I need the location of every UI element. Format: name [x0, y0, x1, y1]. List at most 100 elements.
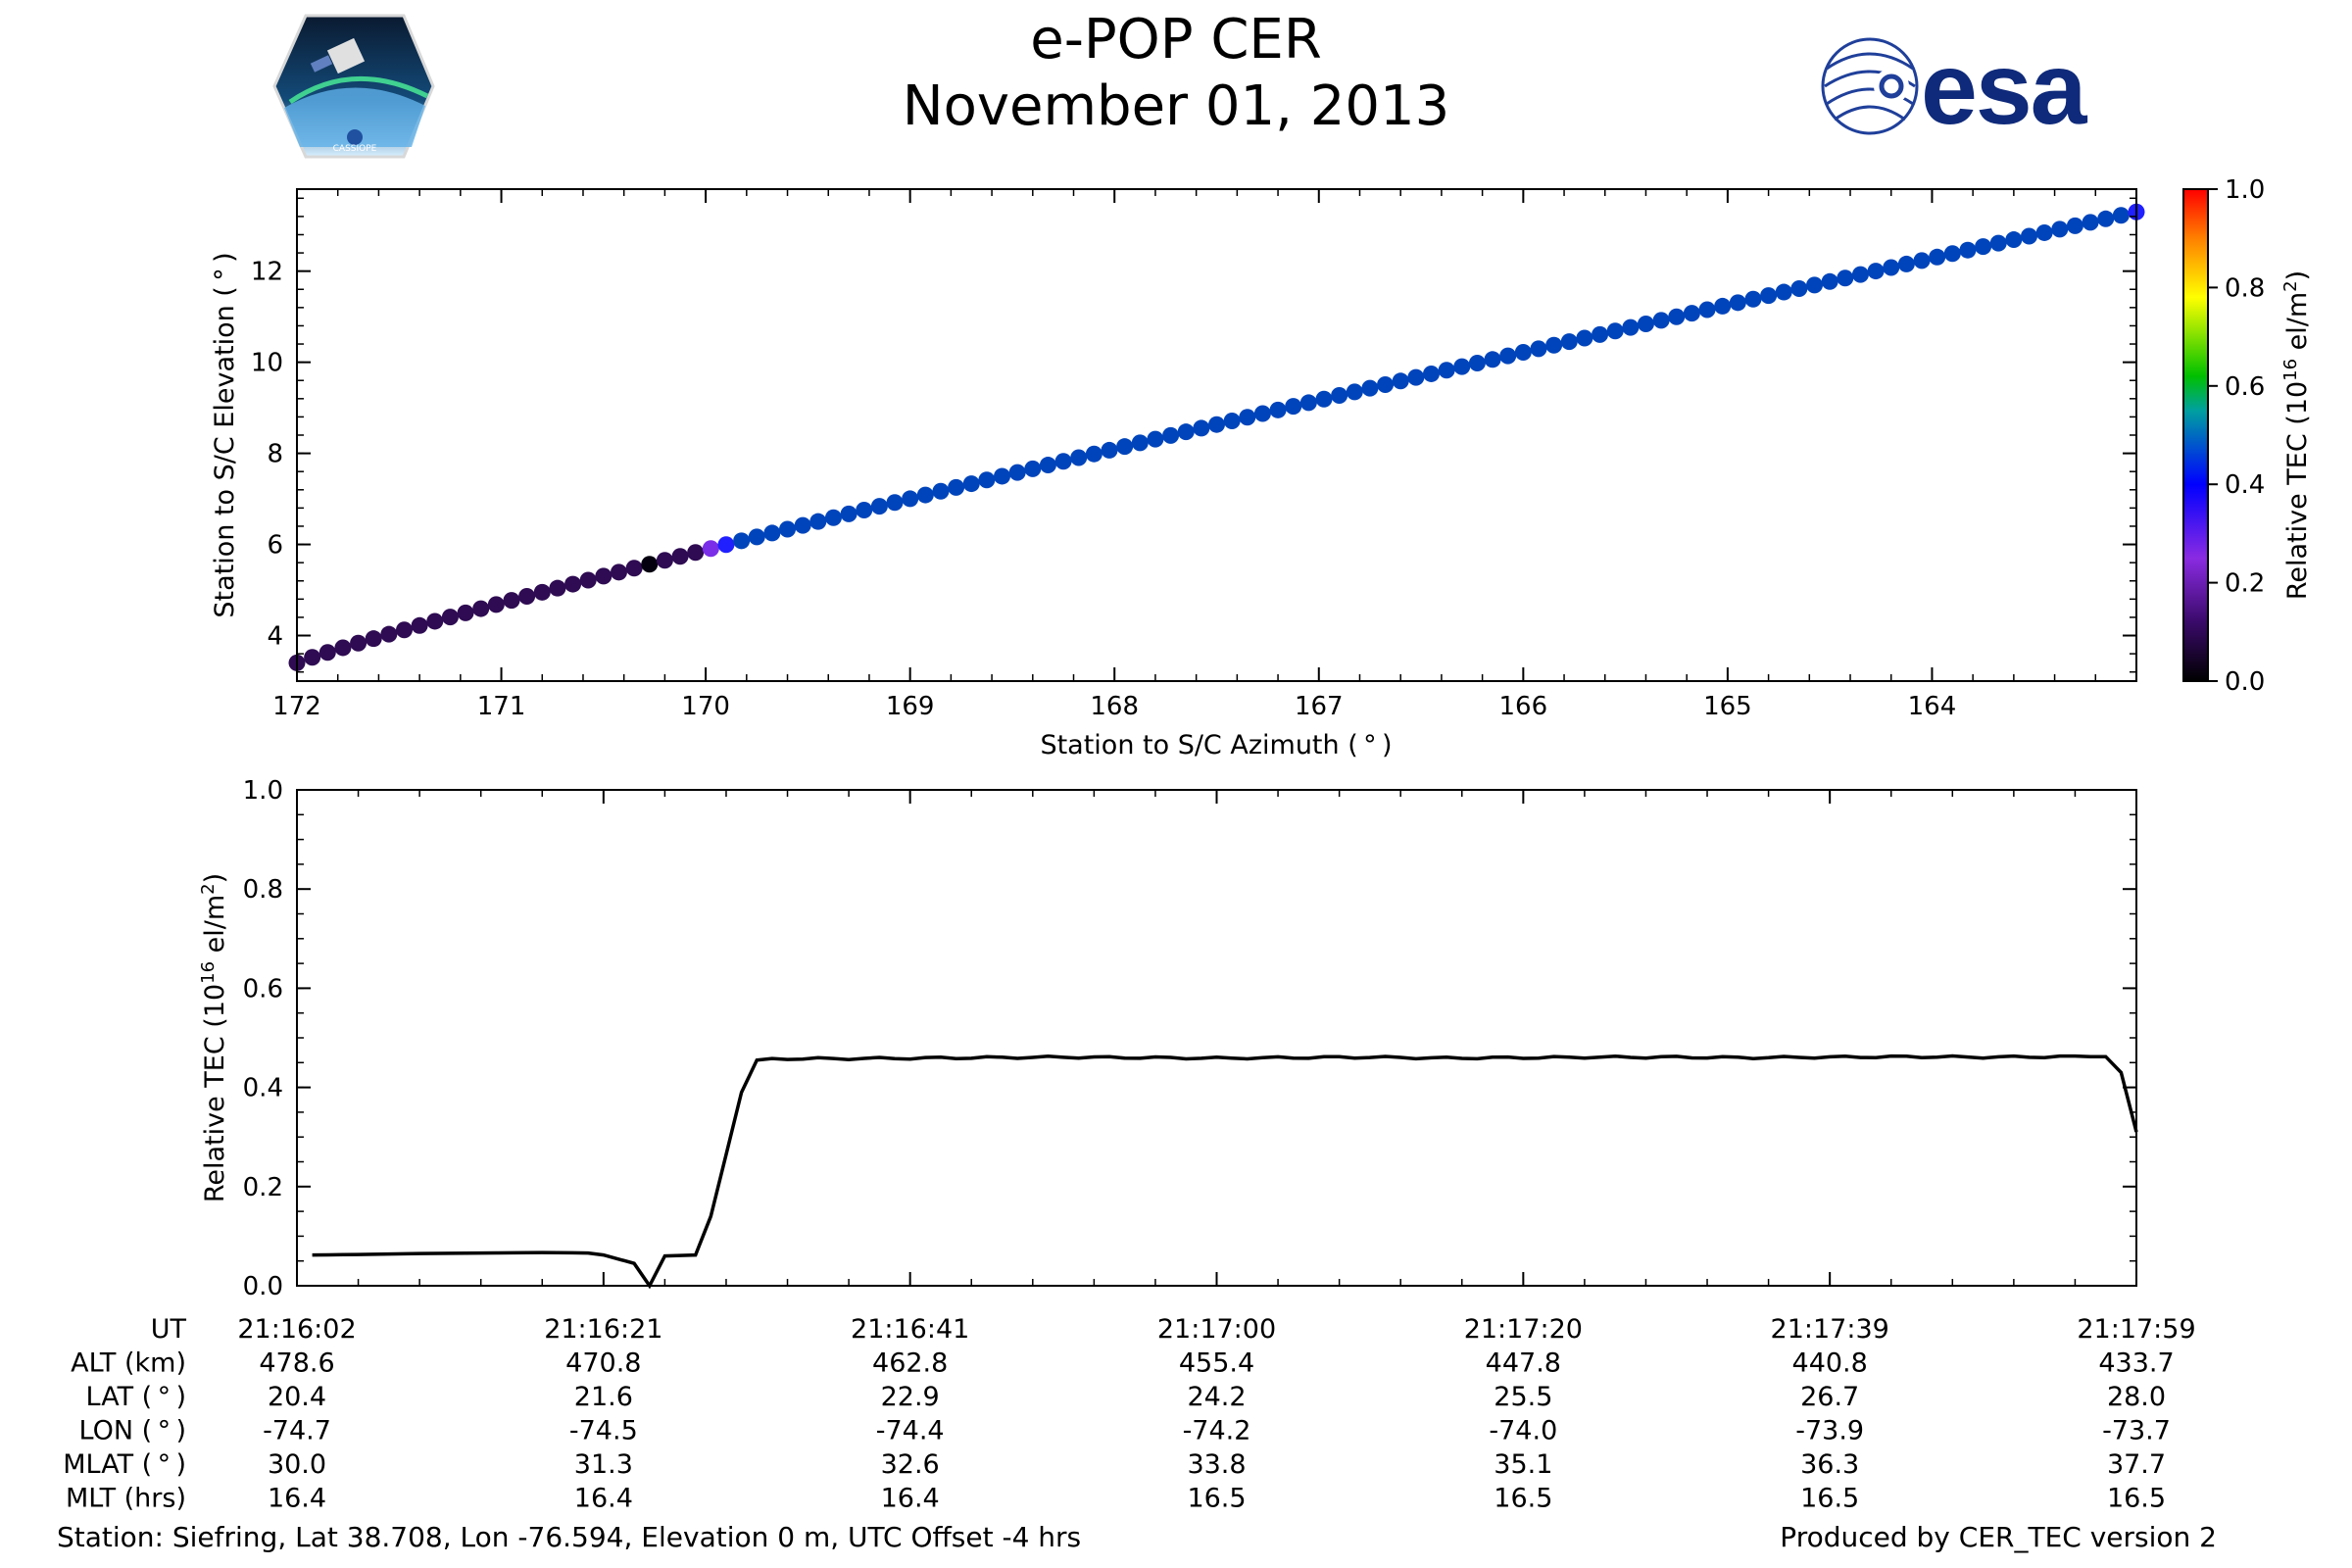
scatter-point — [948, 478, 965, 496]
table-cell: -74.2 — [1183, 1416, 1251, 1446]
scatter-point — [1422, 365, 1440, 382]
scatter-point — [717, 536, 735, 554]
scatter-xlabel: Station to S/C Azimuth ( ° ) — [1040, 730, 1392, 760]
scatter-x-tick-label: 170 — [681, 692, 730, 721]
elevation-azimuth-panel: 172 171 170 169 168 167 166 165 164 4 6 8 10 12 Stat… — [210, 188, 2145, 760]
scatter-point — [870, 498, 888, 515]
esa-logo-emblem — [1821, 37, 1919, 135]
scatter-point — [1392, 372, 1409, 390]
scatter-y-tick-label: 10 — [251, 349, 283, 378]
line-y-tick-label: 0.2 — [243, 1173, 283, 1202]
table-cell: 22.9 — [881, 1382, 940, 1412]
scatter-point — [1499, 347, 1517, 365]
table-cell: 32.6 — [881, 1449, 940, 1480]
scatter-point — [503, 592, 520, 610]
scatter-point — [1269, 401, 1287, 418]
table-cell: 30.0 — [268, 1449, 326, 1480]
scatter-point — [549, 579, 566, 597]
scatter-point — [395, 621, 413, 639]
esa-logo-text: esa — [1921, 32, 2087, 146]
scatter-point — [1177, 423, 1195, 441]
scatter-point — [1162, 426, 1180, 444]
scatter-point — [794, 516, 811, 534]
scatter-point — [1116, 438, 1134, 456]
scatter-point — [2066, 217, 2083, 234]
scatter-point — [1147, 430, 1164, 448]
scatter-point — [1637, 315, 1654, 332]
scatter-point — [1683, 305, 1700, 322]
producer-info: Produced by CER_TEC version 2 — [1780, 1521, 2217, 1553]
scatter-x-tick-label: 167 — [1295, 692, 1344, 721]
line-ylabel: Relative TEC (1016 el/m2) — [198, 873, 230, 1202]
table-cell: 16.5 — [1187, 1484, 1246, 1514]
scatter-point — [856, 502, 873, 519]
scatter-point — [2051, 220, 2069, 238]
scatter-point — [1837, 270, 1854, 287]
table-row-label: MLT (hrs) — [66, 1484, 186, 1514]
scatter-point — [641, 556, 659, 573]
scatter-y-tick-label: 8 — [267, 440, 283, 469]
colorbar-tick-label: 0.4 — [2225, 470, 2265, 500]
scatter-point — [1054, 453, 1072, 470]
scatter-point — [1407, 368, 1425, 386]
scatter-point — [579, 571, 597, 589]
scatter-point — [779, 520, 797, 538]
scatter-point — [1514, 344, 1532, 362]
table-cell: 440.8 — [1792, 1348, 1868, 1379]
scatter-point — [2035, 223, 2053, 241]
scatter-point — [1193, 419, 1210, 437]
scatter-point — [840, 505, 858, 522]
scatter-point — [824, 509, 842, 526]
scatter-point — [1943, 245, 1961, 263]
table-cell: 33.8 — [1187, 1449, 1246, 1480]
cassiope-logo-text: CASSIOPE — [333, 144, 377, 154]
scatter-point — [1714, 297, 1732, 315]
scatter-point — [1468, 354, 1486, 371]
scatter-x-tick-label: 172 — [272, 692, 321, 721]
scatter-point — [1622, 318, 1640, 336]
scatter-point — [1131, 434, 1149, 452]
tec-series-line — [312, 1054, 2138, 1290]
scatter-point — [2082, 214, 2099, 231]
scatter-point — [1606, 322, 1624, 340]
scatter-point — [1346, 383, 1363, 401]
scatter-plot-frame — [296, 188, 2137, 682]
scatter-point — [2097, 210, 2115, 227]
scatter-point — [1377, 375, 1395, 393]
line-y-tick-label: 0.8 — [243, 875, 283, 905]
scatter-point — [304, 649, 321, 666]
table-row-label: LON ( ° ) — [79, 1416, 186, 1446]
scatter-point — [1331, 387, 1348, 405]
table-cell: 20.4 — [268, 1382, 326, 1412]
table-time-value: 21:17:39 — [1771, 1314, 1889, 1345]
scatter-point — [564, 575, 582, 593]
colorbar-tick-label: 0.0 — [2225, 667, 2265, 697]
scatter-point — [610, 564, 627, 581]
table-row-label: LAT ( ° ) — [86, 1382, 186, 1412]
scatter-point — [1867, 263, 1885, 280]
table-time-value: 21:16:21 — [544, 1314, 662, 1345]
table-time-value: 21:17:59 — [2077, 1314, 2195, 1345]
scatter-point — [1929, 248, 1946, 266]
scatter-point — [1959, 241, 1977, 259]
scatter-point — [1101, 441, 1118, 459]
table-cell: 455.4 — [1179, 1348, 1254, 1379]
scatter-point — [1913, 252, 1931, 270]
scatter-point — [1744, 290, 1762, 308]
table-cell: -74.0 — [1489, 1416, 1557, 1446]
colorbar-tick-label: 0.6 — [2225, 372, 2265, 402]
scatter-point — [595, 567, 612, 585]
scatter-point — [656, 552, 673, 569]
scatter-point — [334, 639, 352, 657]
scatter-point — [1576, 329, 1593, 347]
line-plot-frame — [296, 789, 2137, 1287]
scatter-point — [902, 490, 919, 508]
table-cell: 16.5 — [2107, 1484, 2166, 1514]
scatter-point — [380, 625, 398, 643]
table-cell: 16.4 — [268, 1484, 326, 1514]
table-cell: 25.5 — [1494, 1382, 1552, 1412]
table-row-label: UT — [151, 1314, 187, 1345]
scatter-point — [1361, 379, 1379, 397]
table-cell: 36.3 — [1800, 1449, 1859, 1480]
